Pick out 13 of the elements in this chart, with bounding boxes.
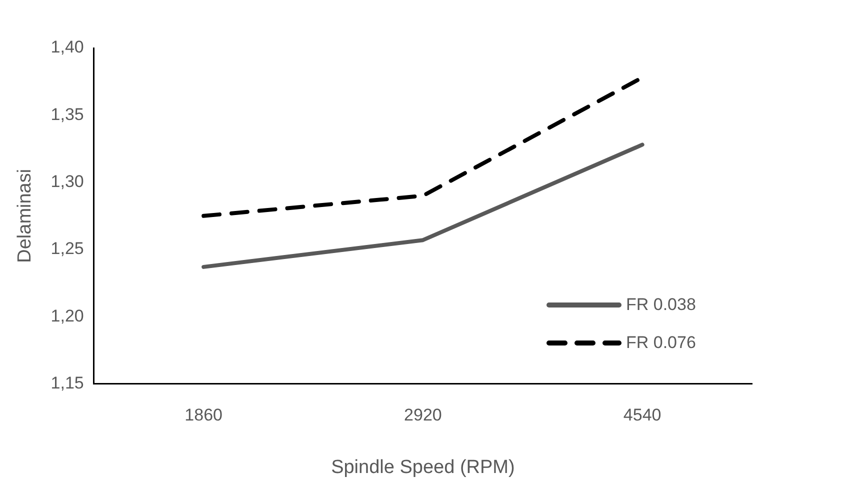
y-tick-label: 1,35 <box>50 104 84 124</box>
x-tick-label: 4540 <box>623 406 662 425</box>
x-tick-label: 1860 <box>184 406 222 425</box>
y-tick-label: 1,30 <box>50 172 84 192</box>
y-tick-label: 1,25 <box>50 239 84 258</box>
y-axis-title: Delaminasi <box>14 168 36 263</box>
y-tick-label: 1,40 <box>50 38 84 57</box>
legend-label: FR 0.076 <box>626 333 696 353</box>
x-axis-title: Spindle Speed (RPM) <box>331 456 515 478</box>
y-tick-label: 1,15 <box>50 373 84 392</box>
legend-label: FR 0.038 <box>626 295 696 315</box>
x-tick-label: 2920 <box>404 406 442 425</box>
y-tick-label: 1,20 <box>50 306 84 326</box>
